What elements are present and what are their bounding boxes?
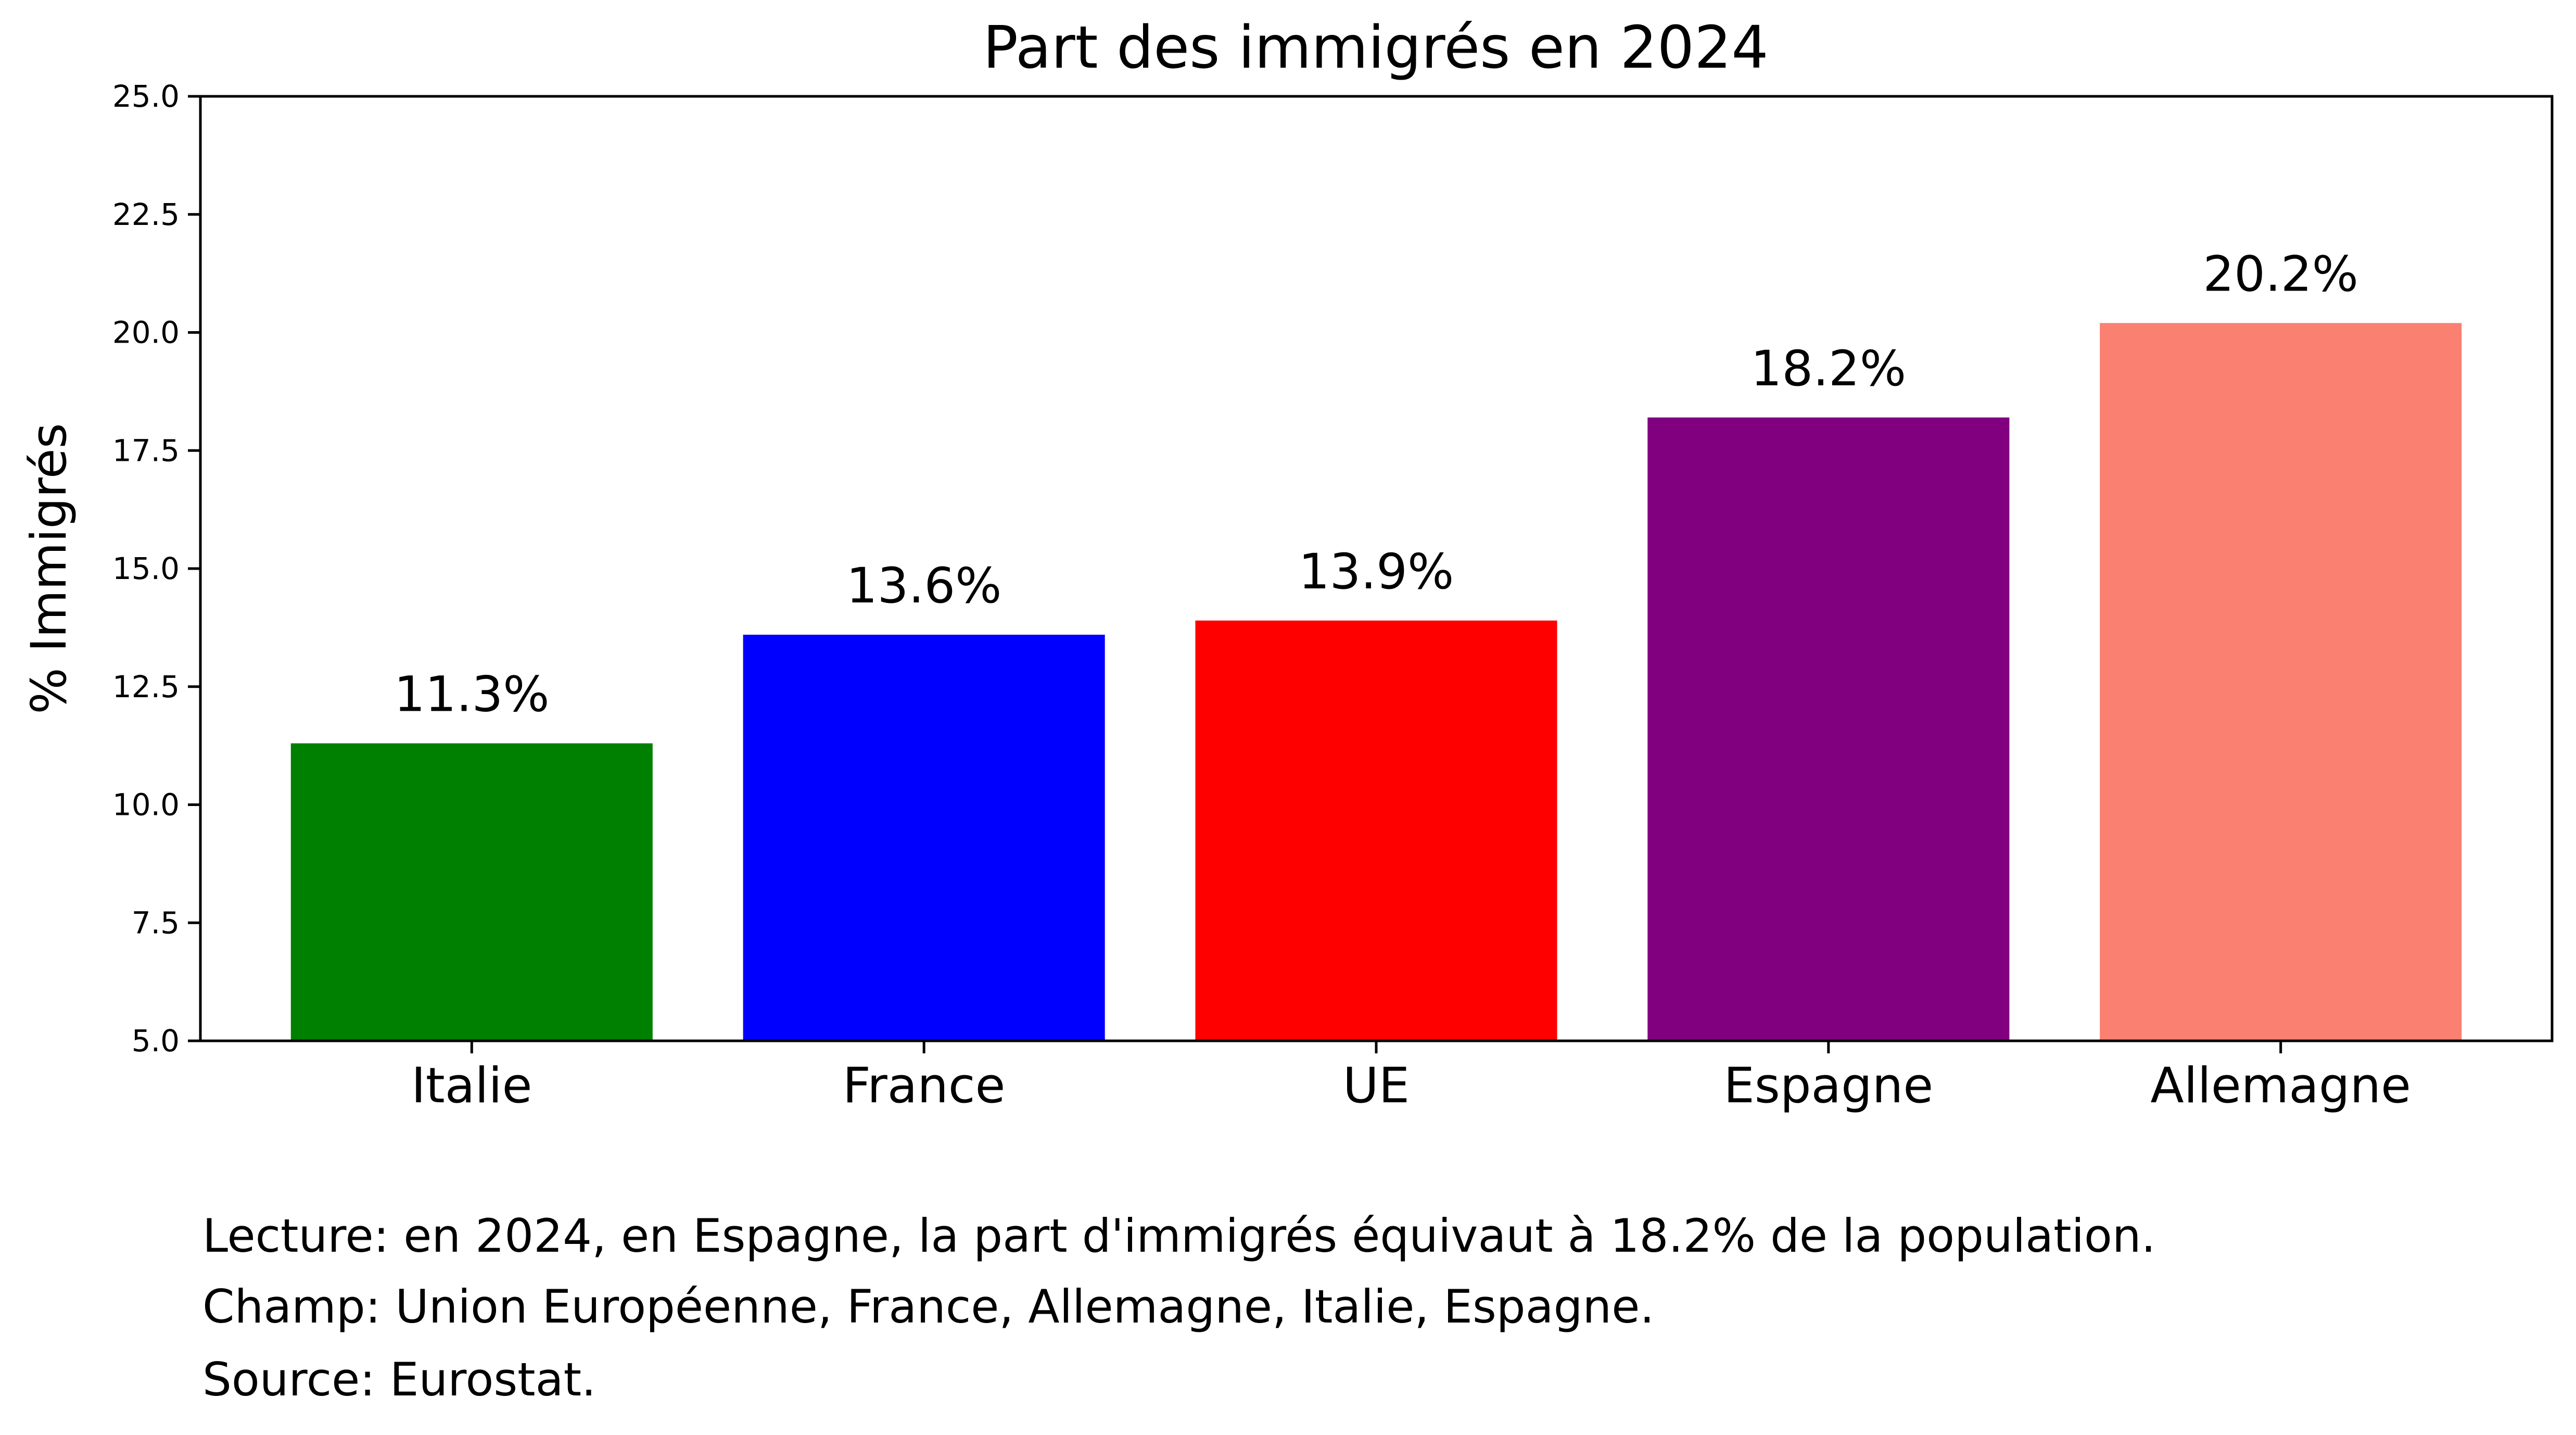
y-tick-label: 10.0 [112,787,180,823]
y-axis-ticks: 5.0 7.5 10.0 12.5 15.0 17.5 20.0 22.5 25.0 [112,79,200,1059]
bar-value-label: 13.6% [846,558,1002,614]
y-tick-label: 12.5 [112,669,180,704]
y-axis-label: % Immigrés [21,423,78,714]
bar-france [743,634,1105,1041]
bar-value-label: 20.2% [2203,246,2358,303]
bars [290,323,2462,1041]
y-tick-label: 15.0 [112,551,180,586]
bar-italie [290,743,653,1041]
x-tick-label: Italie [411,1058,532,1114]
bar-value-label: 13.9% [1299,544,1454,600]
x-tick-label: Allemagne [2150,1058,2411,1114]
bar-value-labels: 11.3% 13.6% 13.9% 18.2% 20.2% [394,246,2358,723]
scope-note: Champ: Union Européenne, France, Allemag… [202,1280,1655,1333]
x-tick-label: France [843,1058,1006,1114]
x-tick-label: UE [1343,1058,1410,1114]
y-tick-label: 17.5 [112,433,180,468]
y-tick-label: 7.5 [132,905,180,940]
source-note: Source: Eurostat. [202,1353,597,1406]
chart-title: Part des immigrés en 2024 [983,14,1768,82]
bar-allemagne [2100,323,2462,1041]
reading-note: Lecture: en 2024, en Espagne, la part d'… [202,1209,2156,1263]
bar-value-label: 11.3% [394,666,550,723]
y-tick-label: 5.0 [132,1023,180,1059]
plot-frame [199,95,2554,1042]
y-tick-label: 25.0 [112,79,180,114]
bar-value-label: 18.2% [1751,341,1907,397]
x-tick-label: Espagne [1723,1058,1933,1114]
bar-espagne [1647,417,2010,1041]
y-tick-label: 22.5 [112,197,180,232]
y-tick-label: 20.0 [112,315,180,350]
bar-ue [1195,620,1557,1041]
x-axis-ticks: Italie France UE Espagne Allemagne [411,1041,2411,1114]
